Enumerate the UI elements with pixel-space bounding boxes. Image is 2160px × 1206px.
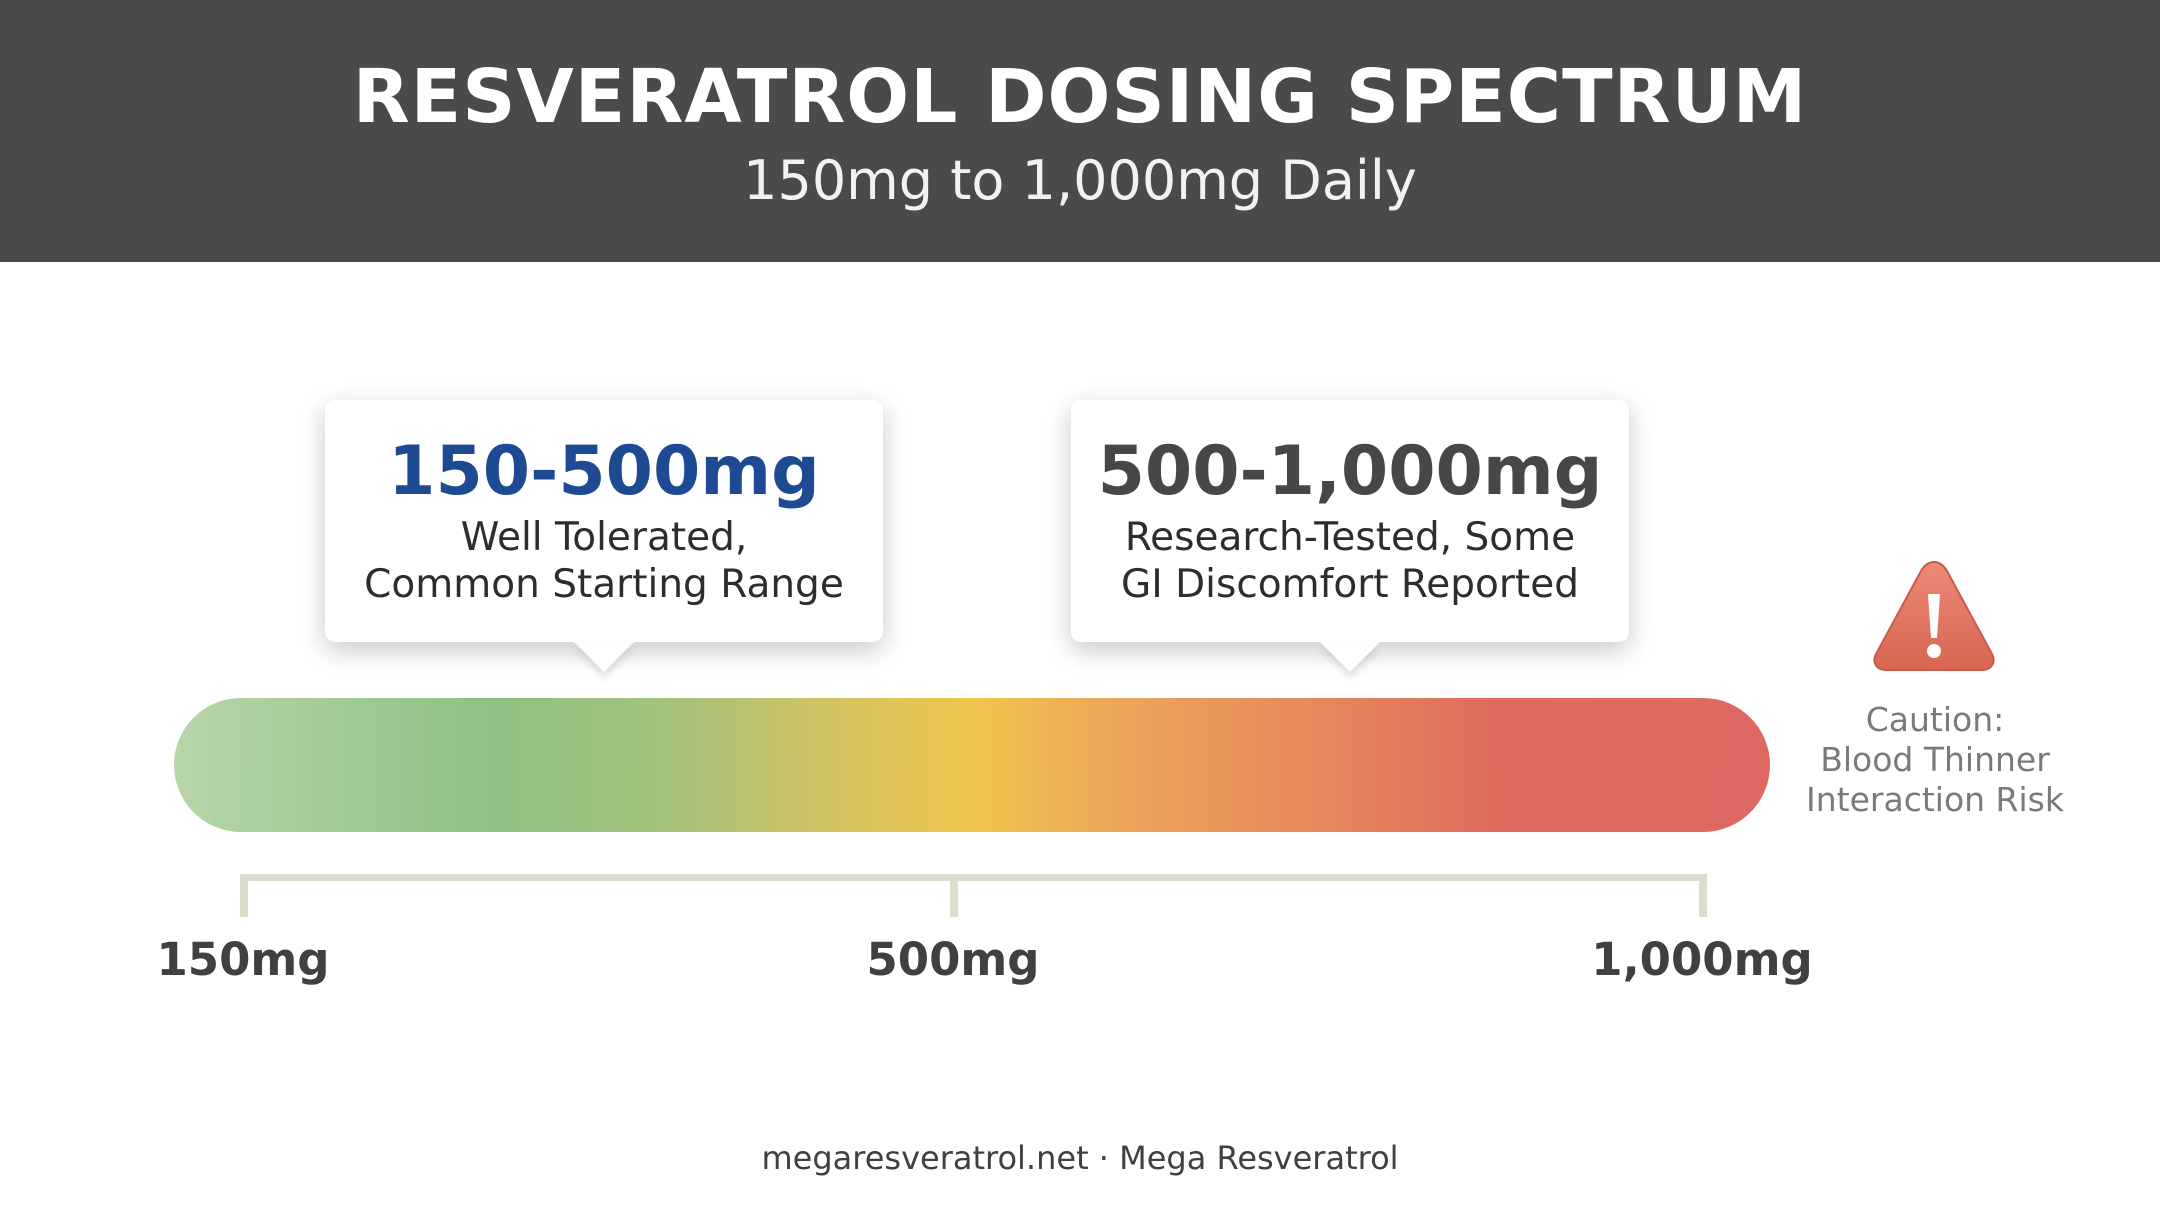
caution-note: Caution: Blood Thinner Interaction Risk (1790, 700, 2080, 820)
callout-low-dose-range: 150-500mg (388, 432, 820, 511)
dose-axis-label-150: 150mg (156, 933, 330, 986)
callout-high-dose: 500-1,000mg Research-Tested, Some GI Dis… (1071, 400, 1629, 642)
callout-high-dose-description: Research-Tested, Some GI Discomfort Repo… (1071, 514, 1629, 608)
page-title: RESVERATROL DOSING SPECTRUM (352, 54, 1808, 140)
caution-line-3: Interaction Risk (1806, 780, 2064, 819)
footer-credit: megaresveratrol.net · Mega Resveratrol (761, 1139, 1399, 1177)
dose-axis-line (240, 874, 1706, 881)
callout-low-dose-description: Well Tolerated, Common Starting Range (325, 514, 883, 608)
dose-axis-tick-150 (240, 874, 248, 917)
callout-high-dose-line-2: GI Discomfort Reported (1121, 562, 1579, 607)
callout-low-dose-line-2: Common Starting Range (364, 562, 844, 607)
dose-axis-label-500: 500mg (866, 933, 1040, 986)
dose-axis-tick-1000 (1699, 874, 1707, 917)
caution-line-2: Blood Thinner (1820, 740, 2050, 779)
caution-line-1: Caution: (1865, 700, 2005, 739)
callout-low-dose-line-1: Well Tolerated, (460, 515, 748, 560)
header-banner: RESVERATROL DOSING SPECTRUM 150mg to 1,0… (0, 0, 2160, 262)
page-subtitle: 150mg to 1,000mg Daily (743, 149, 1417, 212)
warning-triangle-icon (1873, 560, 1995, 671)
dose-axis-tick-500 (950, 874, 958, 917)
callout-high-dose-line-1: Research-Tested, Some (1124, 515, 1576, 560)
dosing-gradient-bar (174, 698, 1770, 832)
dose-axis-label-1000: 1,000mg (1591, 933, 1813, 986)
callout-low-dose: 150-500mg Well Tolerated, Common Startin… (325, 400, 883, 642)
callout-high-dose-range: 500-1,000mg (1097, 432, 1603, 511)
